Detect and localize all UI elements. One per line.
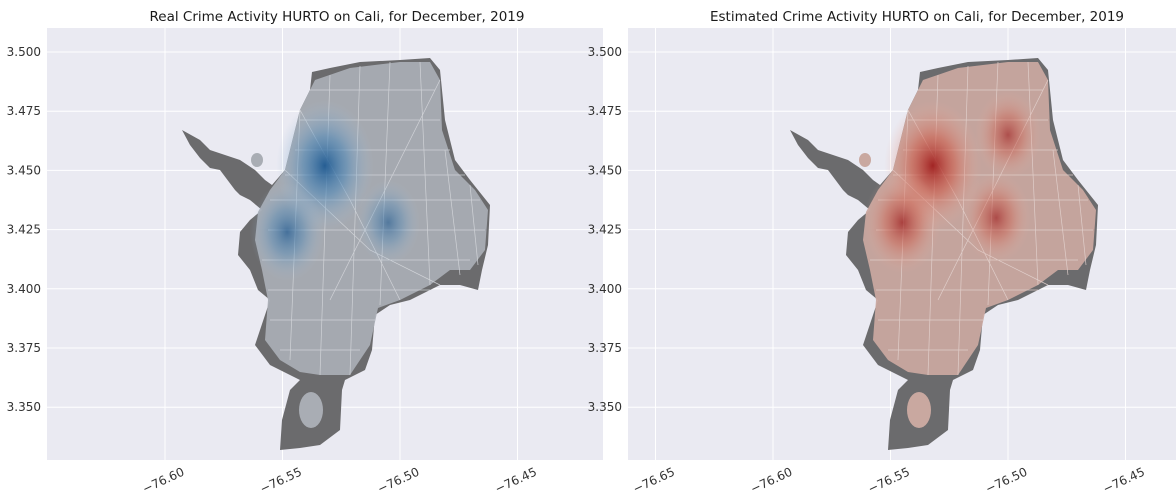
y-tick-labels: 3.350 3.375 3.400 3.425 3.450 3.475 3.500 <box>588 45 622 414</box>
park-area <box>907 392 931 428</box>
x-tick-label: −76.55 <box>258 465 304 496</box>
y-tick-label: 3.375 <box>7 341 41 355</box>
x-tick-label: −76.50 <box>375 465 421 496</box>
kde-hotspot <box>961 172 1031 264</box>
chart-title: Real Crime Activity HURTO on Cali, for D… <box>150 9 525 25</box>
x-tick-labels: −76.60 −76.55 −76.50 −76.45 <box>140 465 539 496</box>
y-tick-label: 3.425 <box>588 223 622 237</box>
x-tick-label: −76.45 <box>1101 465 1147 496</box>
x-tick-labels: −76.65 −76.60 −76.55 −76.50 −76.45 <box>631 465 1147 496</box>
y-tick-labels: 3.350 3.375 3.400 3.425 3.450 3.475 3.500 <box>7 45 41 414</box>
x-tick-label: −76.55 <box>866 465 912 496</box>
y-tick-label: 3.350 <box>588 400 622 414</box>
x-tick-label: −76.65 <box>631 465 677 496</box>
x-tick-label: −76.45 <box>493 465 539 496</box>
y-tick-label: 3.500 <box>7 45 41 59</box>
chart-title: Estimated Crime Activity HURTO on Cali, … <box>710 9 1124 25</box>
y-tick-label: 3.475 <box>7 104 41 118</box>
y-tick-label: 3.425 <box>7 223 41 237</box>
y-tick-label: 3.350 <box>7 400 41 414</box>
x-tick-label: −76.50 <box>983 465 1029 496</box>
estimated-crime-panel: Estimated Crime Activity HURTO on Cali, … <box>588 9 1176 496</box>
x-tick-label: −76.60 <box>748 465 794 496</box>
real-crime-panel: Real Crime Activity HURTO on Cali, for D… <box>7 9 603 496</box>
y-tick-label: 3.400 <box>588 282 622 296</box>
y-tick-label: 3.450 <box>588 163 622 177</box>
y-tick-label: 3.500 <box>588 45 622 59</box>
y-tick-label: 3.475 <box>588 104 622 118</box>
kde-hotspot <box>356 180 420 265</box>
park-area <box>859 153 871 167</box>
y-tick-label: 3.400 <box>7 282 41 296</box>
kde-hotspot <box>975 90 1041 179</box>
park-area <box>251 153 263 167</box>
y-tick-label: 3.450 <box>7 163 41 177</box>
park-area <box>299 392 323 428</box>
kde-hotspot <box>250 182 325 282</box>
y-tick-label: 3.375 <box>588 341 622 355</box>
kde-overlay <box>864 90 1041 274</box>
kde-overlay <box>250 100 420 282</box>
kde-hotspot <box>864 171 941 274</box>
x-tick-label: −76.60 <box>140 465 186 496</box>
